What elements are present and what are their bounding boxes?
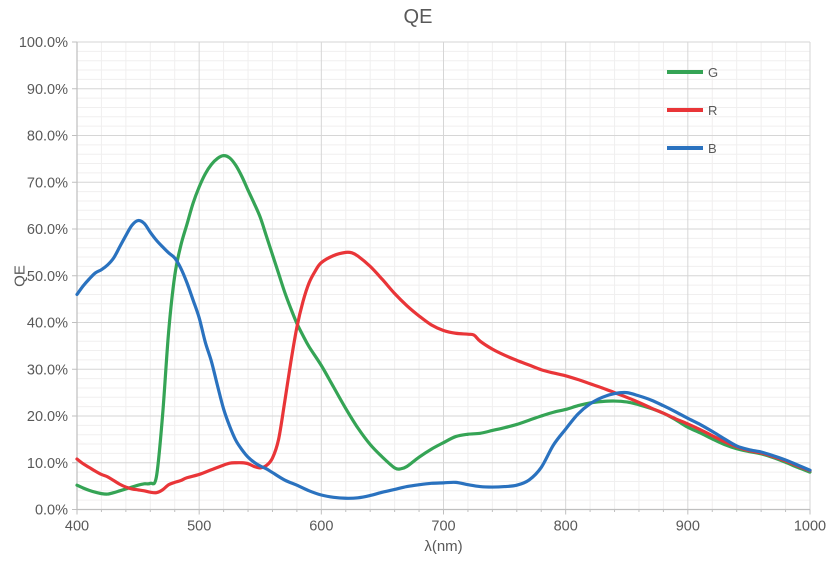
legend: G R B: [667, 64, 718, 156]
legend-item-b: B: [667, 140, 718, 156]
x-tick-label: 400: [65, 519, 89, 535]
legend-label-g: G: [708, 64, 719, 80]
x-tick-label: 900: [676, 519, 700, 535]
y-tick-label: 30.0%: [27, 362, 68, 378]
y-tick-label: 80.0%: [27, 129, 68, 145]
y-tick-label: 70.0%: [27, 175, 68, 191]
x-axis-title: λ(nm): [424, 538, 463, 555]
series-line-R: [75, 250, 812, 495]
legend-label-r: R: [708, 102, 718, 118]
legend-label-b: B: [708, 140, 717, 156]
legend-item-g: G: [667, 64, 718, 80]
legend-item-r: R: [667, 102, 718, 118]
x-tick-labels: 400 500 600 700 800 900 1000: [65, 519, 826, 535]
x-tick-label: 500: [187, 519, 211, 535]
major-gridlines: [77, 41, 811, 510]
y-axis-title: QE: [11, 265, 29, 287]
legend-swatch-green-line: [667, 70, 703, 74]
legend-swatch-blue-line: [667, 146, 703, 150]
chart-title: QE: [403, 6, 433, 28]
y-tick-label: 40.0%: [27, 316, 68, 332]
y-tick-labels: 0.0% 10.0% 20.0% 30.0% 40.0% 50.0% 60.0% 70.0% 8…: [19, 35, 68, 519]
y-tick-label: 60.0%: [27, 222, 68, 238]
y-tick-label: 100.0%: [19, 35, 68, 51]
x-tick-label: 600: [309, 519, 333, 535]
series-line-B: [75, 218, 812, 500]
y-tick-label: 0.0%: [35, 503, 68, 519]
x-tick-label: 1000: [794, 519, 826, 535]
legend-swatch-red-line: [667, 108, 703, 112]
x-tick-label: 700: [431, 519, 455, 535]
series-lines: [75, 153, 812, 500]
y-tick-label: 20.0%: [27, 409, 68, 425]
axes: [72, 41, 811, 515]
y-tick-label: 90.0%: [27, 82, 68, 98]
y-tick-label: 10.0%: [27, 456, 68, 472]
x-tick-label: 800: [554, 519, 578, 535]
y-tick-label: 50.0%: [27, 269, 68, 285]
